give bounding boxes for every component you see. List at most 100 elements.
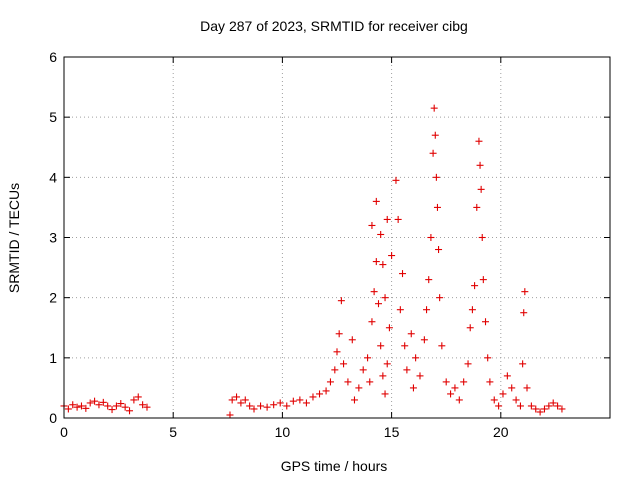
data-point xyxy=(519,360,527,368)
data-point xyxy=(381,294,389,302)
data-point xyxy=(451,384,459,392)
data-points xyxy=(60,104,566,419)
y-tick-label: 3 xyxy=(49,230,57,246)
data-point xyxy=(536,408,544,416)
data-point xyxy=(392,176,400,184)
data-point xyxy=(385,324,393,332)
y-tick-label: 1 xyxy=(49,350,57,366)
data-point xyxy=(296,396,304,404)
data-point xyxy=(394,215,402,223)
data-point xyxy=(316,390,324,398)
data-point xyxy=(372,258,380,266)
data-point xyxy=(340,360,348,368)
data-point xyxy=(104,402,112,410)
data-point xyxy=(516,402,524,410)
data-point xyxy=(322,387,330,395)
y-tick-label: 0 xyxy=(49,410,57,426)
data-point xyxy=(143,403,151,411)
y-tick-label: 2 xyxy=(49,290,57,306)
data-point xyxy=(435,246,443,254)
data-point xyxy=(377,342,385,350)
data-point xyxy=(403,366,411,374)
data-point xyxy=(407,330,415,338)
data-point xyxy=(409,384,417,392)
data-point xyxy=(499,390,507,398)
data-point xyxy=(108,406,116,414)
data-point xyxy=(379,261,387,269)
data-point xyxy=(368,318,376,326)
data-point xyxy=(545,402,553,410)
x-axis-label: GPS time / hours xyxy=(281,458,388,474)
data-point xyxy=(366,378,374,386)
data-point xyxy=(468,306,476,314)
data-point xyxy=(228,396,236,404)
data-point xyxy=(91,397,99,405)
data-point xyxy=(432,173,440,181)
data-point xyxy=(523,384,531,392)
grid-lines xyxy=(64,57,610,418)
data-point xyxy=(326,378,334,386)
data-point xyxy=(476,161,484,169)
data-point xyxy=(473,203,481,211)
data-point xyxy=(429,149,437,157)
data-point xyxy=(486,378,494,386)
data-point xyxy=(503,372,511,380)
data-point xyxy=(479,276,487,284)
data-point xyxy=(95,401,103,409)
data-point xyxy=(436,294,444,302)
data-point xyxy=(374,300,382,308)
data-point xyxy=(399,270,407,278)
data-point xyxy=(425,276,433,284)
data-point xyxy=(289,397,297,405)
data-point xyxy=(379,372,387,380)
data-point xyxy=(396,306,404,314)
data-point xyxy=(368,221,376,229)
x-tick-label: 20 xyxy=(493,424,509,440)
data-point xyxy=(121,403,129,411)
plot-frame xyxy=(63,56,611,419)
data-point xyxy=(508,384,516,392)
data-point xyxy=(477,185,485,193)
data-point xyxy=(112,402,120,410)
data-point xyxy=(455,396,463,404)
data-point xyxy=(464,360,472,368)
data-point xyxy=(302,399,310,407)
data-point xyxy=(388,252,396,260)
x-tick-label: 0 xyxy=(60,424,68,440)
data-point xyxy=(416,372,424,380)
x-tick-label: 10 xyxy=(275,424,291,440)
data-point xyxy=(359,366,367,374)
data-point xyxy=(344,378,352,386)
data-point xyxy=(521,288,529,296)
data-point xyxy=(370,288,378,296)
data-point xyxy=(69,401,77,409)
data-point xyxy=(139,401,147,409)
data-point xyxy=(460,378,468,386)
data-point xyxy=(471,282,479,290)
data-point xyxy=(350,396,358,404)
data-point xyxy=(423,306,431,314)
data-point xyxy=(466,324,474,332)
data-point xyxy=(130,396,138,404)
data-point xyxy=(241,396,249,404)
y-tick-label: 5 xyxy=(49,109,57,125)
data-point xyxy=(431,131,439,139)
data-point xyxy=(442,378,450,386)
data-point xyxy=(512,396,520,404)
data-point xyxy=(82,404,90,412)
data-point xyxy=(540,405,548,413)
data-point xyxy=(383,215,391,223)
y-axis-label: SRMTID / TECUs xyxy=(6,183,22,293)
data-point xyxy=(490,396,498,404)
data-point xyxy=(337,297,345,305)
data-point xyxy=(549,399,557,407)
x-tick-label: 5 xyxy=(169,424,177,440)
data-point xyxy=(117,400,125,408)
data-point xyxy=(309,393,317,401)
data-point xyxy=(427,234,435,241)
data-point xyxy=(372,197,380,205)
data-point xyxy=(430,104,438,112)
data-point xyxy=(438,342,446,350)
data-point xyxy=(257,402,265,410)
